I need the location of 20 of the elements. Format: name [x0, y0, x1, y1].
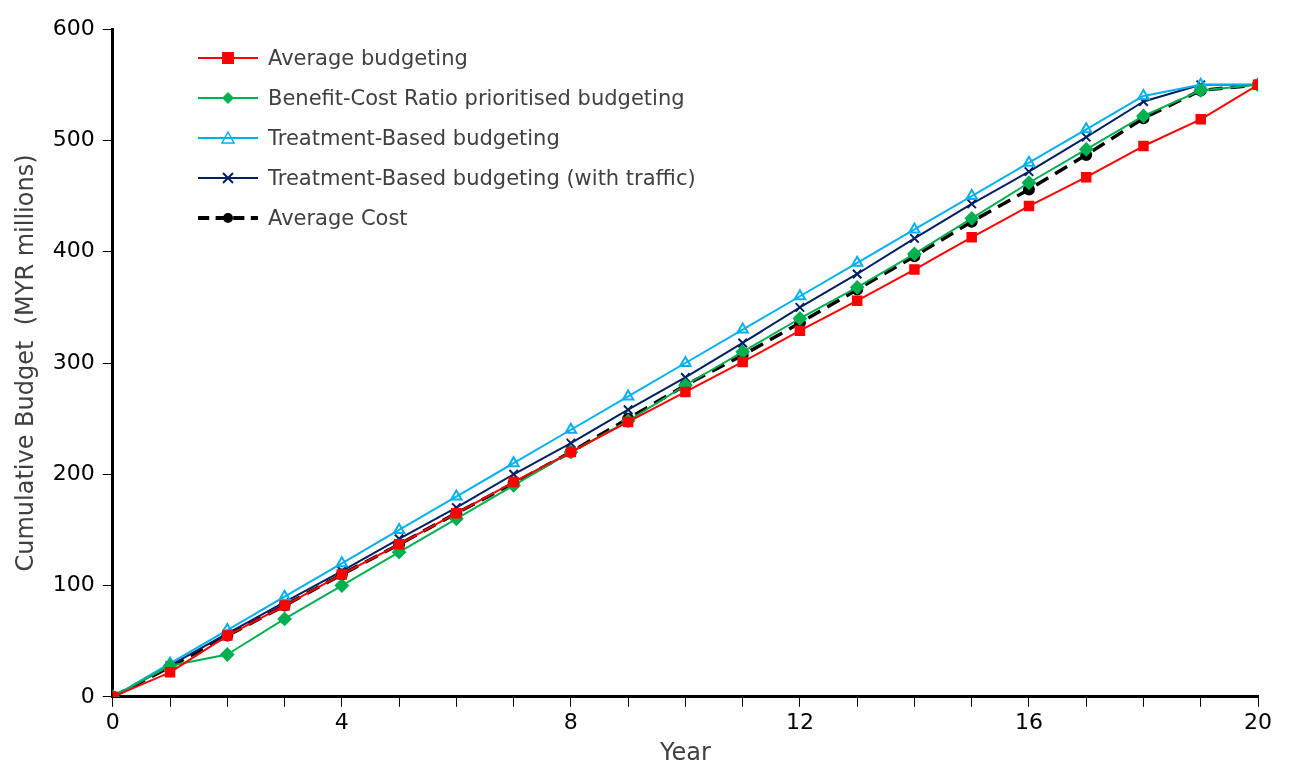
- x-tick-label: 20: [1244, 708, 1272, 734]
- legend-label: Average budgeting: [268, 45, 468, 72]
- legend-label: Average Cost: [268, 205, 408, 232]
- x-tick-label: 12: [785, 708, 814, 734]
- y-tick-label: 400: [52, 237, 95, 263]
- y-tick-label: 600: [52, 14, 95, 40]
- x-tick-label: 16: [1014, 708, 1043, 734]
- y-tick-label: 0: [80, 682, 95, 708]
- y-tick-label: 500: [52, 126, 95, 152]
- y-tick-label: 100: [52, 571, 95, 597]
- x-tick-label: 4: [334, 708, 349, 734]
- y-tick-label: 300: [52, 348, 95, 374]
- legend-label: Benefit-Cost Ratio prioritised budgeting: [268, 85, 685, 112]
- y-axis-title: Cumulative Budget (MYR millions): [10, 154, 39, 572]
- legend-label: Treatment-Based budgeting (with traffic): [268, 165, 696, 192]
- legend-label: Treatment-Based budgeting: [268, 125, 560, 152]
- x-tick-label: 8: [563, 708, 578, 734]
- y-tick-label: 200: [52, 459, 95, 485]
- x-axis-title: Year: [658, 737, 711, 766]
- x-tick-label: 0: [105, 708, 120, 734]
